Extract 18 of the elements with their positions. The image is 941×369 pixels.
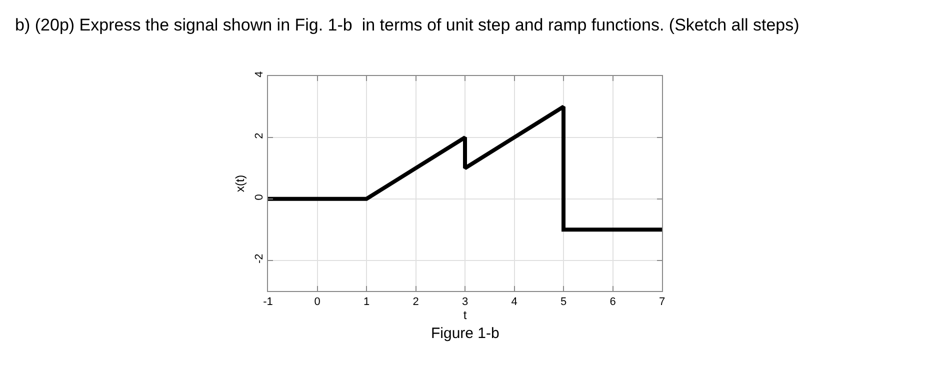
y-axis-title: x(t) [232,174,247,192]
x-axis-title: t [463,308,468,322]
x-tick-label: 5 [560,296,567,308]
y-tick-label: 0 [254,194,266,200]
x-tick-label: 3 [462,296,468,308]
x-tick-label: 1 [363,296,370,308]
x-tick-label: 6 [610,296,616,308]
caption: Figure 1-b [431,325,500,342]
y-tick-label: 2 [254,132,266,139]
line-series [268,104,662,232]
x-tick-label: 0 [314,296,320,308]
chart-title: b) (20p) Express the signal shown in Fig. 1-b in terms of unit step and ramp functions. (Sketch all steps) [15,15,800,34]
x-tick-label: 7 [658,296,666,308]
x-tick-label: 4 [511,296,518,308]
y-tick-label: -2 [254,254,266,264]
x-tick-label: 2 [412,296,419,308]
x-tick-label: -1 [263,296,273,308]
y-tick-label: 4 [254,71,266,78]
